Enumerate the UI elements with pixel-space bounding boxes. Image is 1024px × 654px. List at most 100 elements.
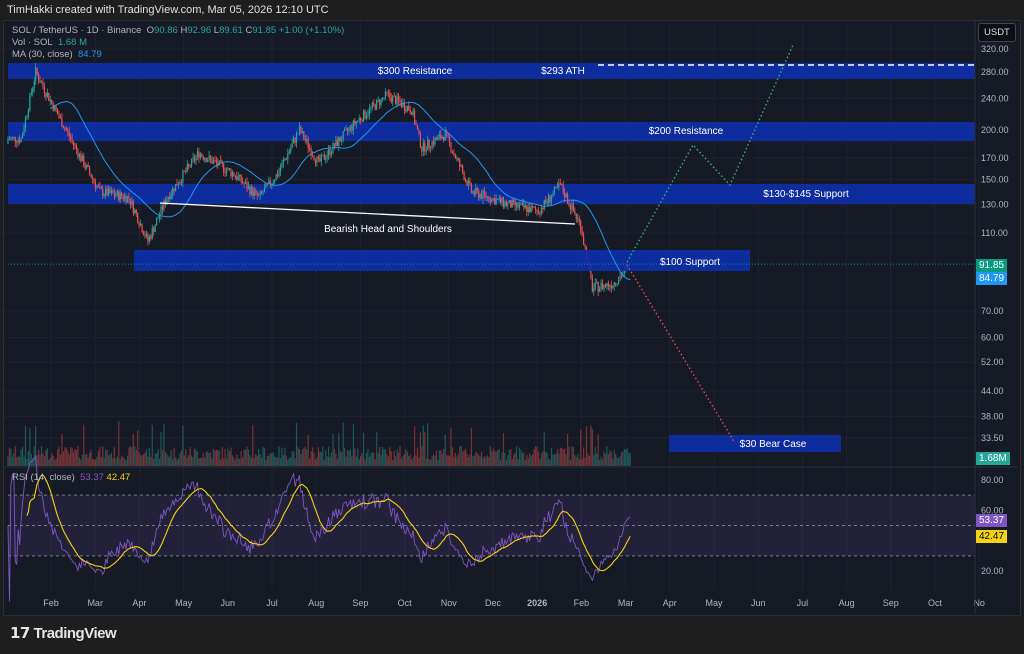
- candle-body: [448, 136, 451, 143]
- candle-body: [224, 172, 226, 173]
- volume-bar: [174, 457, 177, 466]
- candle-body: [392, 95, 394, 102]
- candle-body: [269, 180, 271, 186]
- candle-body: [463, 172, 465, 180]
- volume-bar: [122, 456, 124, 466]
- zone-100-support: [134, 250, 750, 271]
- x-tick-label: Apr: [132, 598, 146, 608]
- volume-bar: [298, 448, 301, 466]
- candle-body: [119, 192, 121, 201]
- candle-body: [482, 190, 484, 199]
- candle-body: [260, 191, 263, 193]
- candle-body: [13, 137, 15, 138]
- y-tick-label: 320.00: [981, 44, 1009, 54]
- volume-bar: [230, 447, 232, 466]
- candle-body: [591, 277, 593, 292]
- volume-bar: [214, 450, 216, 466]
- candle-body: [447, 132, 449, 137]
- volume-bar: [435, 450, 438, 466]
- candle-body: [242, 181, 244, 184]
- volume-bar: [585, 426, 588, 466]
- candle-body: [26, 115, 28, 118]
- candle-body: [304, 139, 306, 141]
- candle-body: [568, 203, 570, 206]
- candle-body: [380, 98, 382, 106]
- candle-body: [153, 228, 155, 232]
- volume-bar: [313, 452, 315, 466]
- candle-body: [440, 134, 442, 139]
- candle-body: [211, 158, 213, 164]
- candle-body: [75, 145, 78, 150]
- candle-body: [495, 199, 497, 205]
- volume-bar: [362, 432, 365, 466]
- volume-bar: [54, 459, 56, 466]
- volume-bar: [367, 449, 369, 466]
- candle-body: [84, 166, 86, 168]
- volume-bar: [304, 446, 306, 466]
- volume-bar: [504, 452, 506, 466]
- y-tick-label: 60.00: [981, 333, 1004, 343]
- volume-bar: [473, 455, 475, 466]
- candle-body: [58, 114, 60, 118]
- volume-legend: Vol · SOL 1.68 M: [12, 37, 87, 48]
- volume-bar: [223, 458, 225, 466]
- candle-body: [272, 182, 274, 184]
- volume-bar: [553, 454, 556, 466]
- candle-body: [97, 185, 99, 187]
- candle-body: [121, 192, 123, 197]
- candle-body: [135, 209, 137, 214]
- candle-body: [244, 182, 247, 184]
- volume-bar: [540, 453, 542, 466]
- candle-body: [428, 139, 430, 148]
- candle-body: [438, 134, 440, 137]
- candle-body: [262, 192, 264, 194]
- volume-bar: [584, 457, 586, 466]
- volume-bar: [409, 454, 411, 466]
- candle-body: [357, 120, 359, 122]
- volume-bar: [140, 455, 142, 466]
- candle-body: [89, 166, 91, 174]
- volume-bar: [167, 456, 169, 466]
- volume-bar: [231, 455, 234, 466]
- candle-body: [517, 202, 519, 208]
- vol-label: Vol · SOL: [12, 37, 53, 48]
- volume-bar: [428, 459, 430, 466]
- volume-bar: [207, 451, 209, 466]
- candle-body: [223, 164, 225, 173]
- volume-bar: [38, 449, 40, 466]
- candle-body: [192, 157, 194, 159]
- volume-bar: [418, 457, 420, 466]
- candle-body: [14, 137, 16, 143]
- candle-body: [132, 200, 134, 213]
- volume-bar: [284, 447, 286, 466]
- volume-bar: [102, 446, 104, 466]
- candle-body: [279, 168, 282, 172]
- tradingview-logo[interactable]: 𝟭𝟳 TradingView: [10, 624, 117, 642]
- candle-body: [55, 105, 57, 111]
- candle-body: [281, 162, 283, 169]
- candle-body: [348, 128, 350, 132]
- x-tick-label: May: [705, 598, 723, 608]
- volume-bar: [396, 449, 398, 466]
- volume-bar: [72, 452, 75, 466]
- chart-frame[interactable]: [3, 20, 1021, 616]
- candle-body: [577, 218, 579, 220]
- candle-body: [118, 191, 120, 201]
- volume-bar: [518, 447, 521, 466]
- candle-body: [520, 203, 522, 205]
- currency-button[interactable]: USDT: [978, 23, 1016, 42]
- candle-body: [170, 194, 172, 199]
- candle-body: [300, 126, 302, 133]
- candle-body: [424, 142, 426, 152]
- volume-bar: [478, 454, 480, 466]
- candle-body: [227, 168, 229, 170]
- volume-bar: [81, 454, 83, 466]
- candle-body: [43, 86, 46, 93]
- candle-body: [345, 128, 347, 130]
- candle-body: [23, 128, 25, 134]
- volume-bar: [462, 451, 464, 466]
- candle-body: [507, 202, 509, 206]
- candle-body: [403, 102, 405, 110]
- volume-bar: [597, 434, 599, 466]
